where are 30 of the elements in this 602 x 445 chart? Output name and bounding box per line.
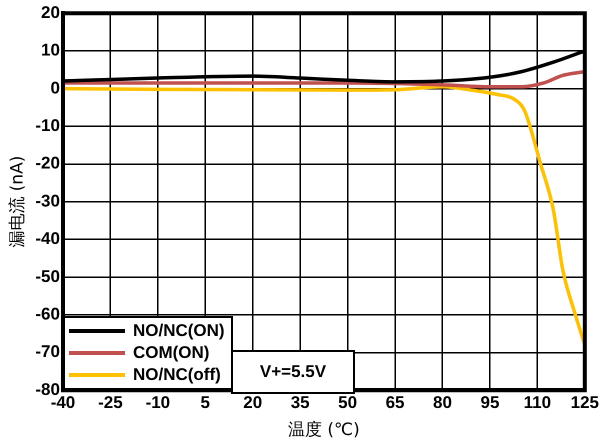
y-tick-label: 20 [41, 2, 60, 22]
y-tick-label: -50 [35, 266, 60, 286]
y-tick-label: -40 [35, 229, 60, 248]
line-series [62, 84, 585, 347]
y-tick-label: -60 [35, 304, 60, 324]
y-tick-label: 10 [41, 40, 60, 60]
y-tick-label: -20 [35, 154, 60, 173]
y-tick-label: -30 [35, 191, 60, 210]
x-tick-label: 65 [386, 393, 405, 412]
y-tick-label: -80 [35, 380, 60, 399]
x-axis-title: 温度 (℃) [288, 420, 360, 440]
x-tick-label: -10 [146, 393, 170, 412]
x-tick-label: 110 [524, 393, 552, 412]
x-tick-label: 20 [243, 393, 262, 412]
x-tick-label: 35 [290, 393, 310, 412]
y-tick-label: -70 [35, 342, 60, 362]
x-tick-label: 80 [433, 393, 452, 412]
line-series [62, 70, 585, 88]
x-tick-label: 50 [338, 393, 358, 412]
y-tick-label: 0 [50, 78, 60, 98]
x-tick-label: 95 [480, 393, 500, 412]
y-tick-label: -10 [35, 116, 60, 135]
legend-label: NO/NC(ON) [132, 321, 225, 342]
x-tick-label: 125 [570, 393, 600, 412]
legend-label: NO/NC(off) [132, 365, 221, 386]
note-box: V+=5.5V [231, 350, 355, 394]
y-axis-title: 漏电流 (nA) [8, 156, 28, 248]
x-tick-label: -25 [98, 393, 123, 412]
legend-label: COM(ON) [132, 343, 210, 364]
x-tick-label: 5 [200, 393, 210, 412]
